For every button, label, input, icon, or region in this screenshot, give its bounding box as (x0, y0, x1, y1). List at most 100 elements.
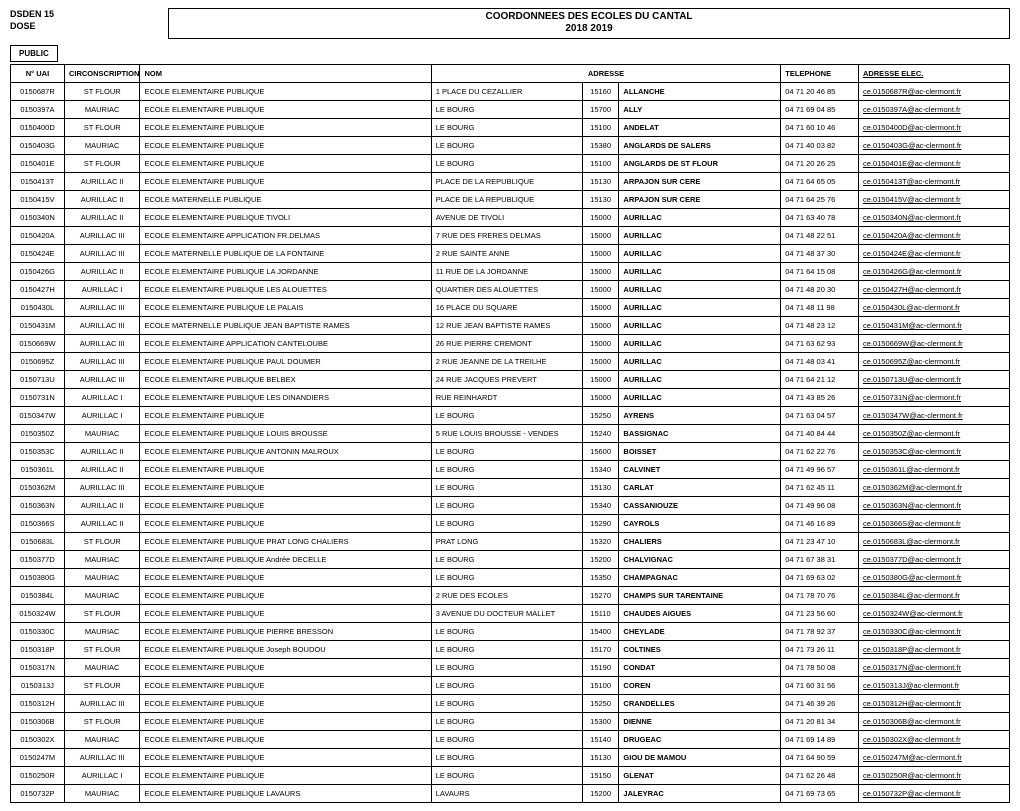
cell-nom: ECOLE ELEMENTAIRE PUBLIQUE BELBEX (140, 371, 431, 389)
cell-uai: 0150384L (11, 587, 65, 605)
cell-mail[interactable]: ce.0150420A@ac-clermont.fr (858, 227, 1009, 245)
cell-uai: 0150313J (11, 677, 65, 695)
cell-mail[interactable]: ce.0150347W@ac-clermont.fr (858, 407, 1009, 425)
cell-uai: 0150713U (11, 371, 65, 389)
cell-circ: ST FLOUR (64, 155, 140, 173)
cell-circ: AURILLAC III (64, 695, 140, 713)
cell-mail[interactable]: ce.0150350Z@ac-clermont.fr (858, 425, 1009, 443)
cell-uai: 0150683L (11, 533, 65, 551)
cell-adr: LE BOURG (431, 497, 582, 515)
table-row: 0150431MAURILLAC IIIECOLE MATERNELLE PUB… (11, 317, 1010, 335)
cell-cp: 15130 (582, 173, 619, 191)
cell-mail[interactable]: ce.0150415V@ac-clermont.fr (858, 191, 1009, 209)
cell-mail[interactable]: ce.0150426G@ac-clermont.fr (858, 263, 1009, 281)
table-row: 0150413TAURILLAC IIECOLE ELEMENTAIRE PUB… (11, 173, 1010, 191)
cell-uai: 0150362M (11, 479, 65, 497)
cell-adr: 2 RUE SAINTE ANNE (431, 245, 582, 263)
cell-mail[interactable]: ce.0150340N@ac-clermont.fr (858, 209, 1009, 227)
cell-mail[interactable]: ce.0150306B@ac-clermont.fr (858, 713, 1009, 731)
cell-uai: 0150361L (11, 461, 65, 479)
cell-nom: ECOLE ELEMENTAIRE PUBLIQUE (140, 677, 431, 695)
cell-mail[interactable]: ce.0150732P@ac-clermont.fr (858, 785, 1009, 803)
cell-tel: 04 71 48 03 41 (781, 353, 859, 371)
cell-uai: 0150430L (11, 299, 65, 317)
cell-ville: AURILLAC (619, 245, 781, 263)
cell-mail[interactable]: ce.0150330C@ac-clermont.fr (858, 623, 1009, 641)
cell-cp: 15340 (582, 497, 619, 515)
cell-tel: 04 71 64 15 08 (781, 263, 859, 281)
cell-mail[interactable]: ce.0150431M@ac-clermont.fr (858, 317, 1009, 335)
cell-mail[interactable]: ce.0150403G@ac-clermont.fr (858, 137, 1009, 155)
cell-adr: 26 RUE PIERRE CREMONT (431, 335, 582, 353)
cell-uai: 0150340N (11, 209, 65, 227)
cell-cp: 15250 (582, 695, 619, 713)
cell-mail[interactable]: ce.0150401E@ac-clermont.fr (858, 155, 1009, 173)
cell-adr: 7 RUE DES FRERES DELMAS (431, 227, 582, 245)
cell-mail[interactable]: ce.0150683L@ac-clermont.fr (858, 533, 1009, 551)
cell-circ: ST FLOUR (64, 713, 140, 731)
cell-mail[interactable]: ce.0150695Z@ac-clermont.fr (858, 353, 1009, 371)
cell-mail[interactable]: ce.0150384L@ac-clermont.fr (858, 587, 1009, 605)
table-row: 0150306BST FLOURECOLE ELEMENTAIRE PUBLIQ… (11, 713, 1010, 731)
cell-adr: RUE REINHARDT (431, 389, 582, 407)
table-row: 0150377DMAURIACECOLE ELEMENTAIRE PUBLIQU… (11, 551, 1010, 569)
cell-mail[interactable]: ce.0150317N@ac-clermont.fr (858, 659, 1009, 677)
cell-tel: 04 71 46 16 89 (781, 515, 859, 533)
cell-tel: 04 71 48 37 30 (781, 245, 859, 263)
cell-mail[interactable]: ce.0150397A@ac-clermont.fr (858, 101, 1009, 119)
cell-mail[interactable]: ce.0150362M@ac-clermont.fr (858, 479, 1009, 497)
cell-circ: AURILLAC III (64, 371, 140, 389)
cell-uai: 0150377D (11, 551, 65, 569)
cell-nom: ECOLE ELEMENTAIRE PUBLIQUE LOUIS BROUSSE (140, 425, 431, 443)
cell-mail[interactable]: ce.0150400D@ac-clermont.fr (858, 119, 1009, 137)
cell-cp: 15150 (582, 767, 619, 785)
cell-ville: AURILLAC (619, 209, 781, 227)
cell-mail[interactable]: ce.0150361L@ac-clermont.fr (858, 461, 1009, 479)
cell-ville: ALLY (619, 101, 781, 119)
cell-tel: 04 71 20 81 34 (781, 713, 859, 731)
cell-mail[interactable]: ce.0150377D@ac-clermont.fr (858, 551, 1009, 569)
cell-mail[interactable]: ce.0150669W@ac-clermont.fr (858, 335, 1009, 353)
cell-mail[interactable]: ce.0150313J@ac-clermont.fr (858, 677, 1009, 695)
cell-mail[interactable]: ce.0150427H@ac-clermont.fr (858, 281, 1009, 299)
cell-mail[interactable]: ce.0150324W@ac-clermont.fr (858, 605, 1009, 623)
cell-adr: 11 RUE DE LA JORDANNE (431, 263, 582, 281)
cell-mail[interactable]: ce.0150413T@ac-clermont.fr (858, 173, 1009, 191)
cell-mail[interactable]: ce.0150363N@ac-clermont.fr (858, 497, 1009, 515)
cell-uai: 0150400D (11, 119, 65, 137)
cell-circ: AURILLAC I (64, 767, 140, 785)
cell-nom: ECOLE MATERNELLE PUBLIQUE JEAN BAPTISTE … (140, 317, 431, 335)
cell-mail[interactable]: ce.0150318P@ac-clermont.fr (858, 641, 1009, 659)
cell-ville: CARLAT (619, 479, 781, 497)
cell-cp: 15130 (582, 749, 619, 767)
cell-mail[interactable]: ce.0150247M@ac-clermont.fr (858, 749, 1009, 767)
cell-adr: LE BOURG (431, 713, 582, 731)
cell-mail[interactable]: ce.0150312H@ac-clermont.fr (858, 695, 1009, 713)
cell-mail[interactable]: ce.0150250R@ac-clermont.fr (858, 767, 1009, 785)
table-row: 0150312HAURILLAC IIIECOLE ELEMENTAIRE PU… (11, 695, 1010, 713)
cell-mail[interactable]: ce.0150424E@ac-clermont.fr (858, 245, 1009, 263)
cell-tel: 04 71 40 84 44 (781, 425, 859, 443)
cell-uai: 0150401E (11, 155, 65, 173)
cell-mail[interactable]: ce.0150353C@ac-clermont.fr (858, 443, 1009, 461)
cell-nom: ECOLE ELEMENTAIRE APPLICATION CANTELOUBE (140, 335, 431, 353)
cell-adr: 12 RUE JEAN BAPTISTE RAMES (431, 317, 582, 335)
cell-circ: AURILLAC II (64, 191, 140, 209)
col-circ: CIRCONSCRIPTION (64, 65, 140, 83)
cell-circ: AURILLAC II (64, 209, 140, 227)
cell-mail[interactable]: ce.0150687R@ac-clermont.fr (858, 83, 1009, 101)
cell-mail[interactable]: ce.0150731N@ac-clermont.fr (858, 389, 1009, 407)
cell-mail[interactable]: ce.0150366S@ac-clermont.fr (858, 515, 1009, 533)
cell-mail[interactable]: ce.0150713U@ac-clermont.fr (858, 371, 1009, 389)
cell-ville: ANDELAT (619, 119, 781, 137)
cell-mail[interactable]: ce.0150380G@ac-clermont.fr (858, 569, 1009, 587)
cell-cp: 15000 (582, 335, 619, 353)
cell-mail[interactable]: ce.0150430L@ac-clermont.fr (858, 299, 1009, 317)
cell-nom: ECOLE ELEMENTAIRE APPLICATION FR.DELMAS (140, 227, 431, 245)
cell-tel: 04 71 78 70 76 (781, 587, 859, 605)
table-row: 0150324WST FLOURECOLE ELEMENTAIRE PUBLIQ… (11, 605, 1010, 623)
cell-cp: 15000 (582, 317, 619, 335)
table-row: 0150397AMAURIACECOLE ELEMENTAIRE PUBLIQU… (11, 101, 1010, 119)
cell-mail[interactable]: ce.0150302X@ac-clermont.fr (858, 731, 1009, 749)
col-uai: N° UAI (11, 65, 65, 83)
